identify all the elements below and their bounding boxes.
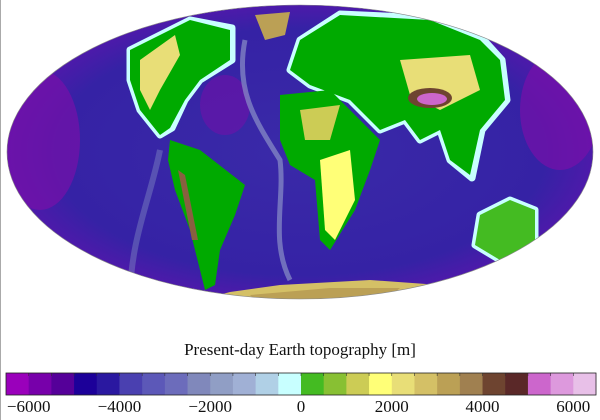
colorbar-bin — [369, 373, 393, 395]
colorbar-bin — [391, 373, 415, 395]
colorbar-bin — [278, 373, 302, 395]
colorbar-frame — [5, 372, 597, 396]
colorbar-bin — [232, 373, 257, 395]
colorbar-tick-label: −4000 — [97, 397, 142, 416]
colorbar-bin — [255, 373, 279, 395]
colorbar-bin — [505, 373, 529, 395]
colorbar-tick-label: 4000 — [465, 397, 500, 416]
colorbar-bin — [28, 373, 52, 395]
colorbar-tick-label: 6000 — [556, 397, 591, 416]
eurasia — [290, 15, 505, 175]
deep-basin-atlantic — [200, 75, 250, 135]
colorbar-tick-label: 2000 — [374, 397, 409, 416]
colorbar-bin — [142, 373, 166, 395]
mid-atlantic-ridge — [239, 39, 293, 282]
colorbar-bin — [437, 373, 461, 395]
colorbar-bin — [414, 373, 438, 395]
colorbar-title: Present-day Earth topography [m] — [184, 340, 416, 359]
colorbar-bin — [323, 373, 347, 395]
map-outline — [6, 4, 594, 300]
colorbar-tick-label: −2000 — [188, 397, 233, 416]
colorbar-bin — [51, 373, 75, 395]
colorbar-bin — [96, 373, 120, 395]
south-america — [168, 140, 245, 290]
andes — [178, 170, 198, 240]
frame-border — [0, 0, 1, 420]
colorbar-bin — [74, 373, 98, 395]
colorbar-bin — [573, 373, 597, 395]
colorbar-tick-label: −6000 — [6, 397, 51, 416]
colorbar-bin — [210, 373, 234, 395]
colorbar-bin — [346, 373, 370, 395]
colorbar-bin — [187, 373, 211, 395]
north-america — [130, 20, 230, 135]
colorbar-bin — [301, 373, 325, 395]
colorbar-bin — [527, 373, 552, 395]
colorbar-bin — [550, 373, 574, 395]
colorbar-bin — [6, 373, 30, 395]
colorbar-bin — [119, 373, 143, 395]
tibet-peaks — [417, 93, 447, 105]
colorbar-bin — [459, 373, 484, 395]
australia — [475, 200, 535, 260]
highlands — [140, 35, 480, 299]
colorbar-bin — [482, 373, 506, 395]
world-topography-map — [6, 4, 594, 300]
colorbar-tick-label: 0 — [296, 397, 306, 416]
colorbar-bin — [164, 373, 189, 395]
greenland — [255, 12, 290, 40]
